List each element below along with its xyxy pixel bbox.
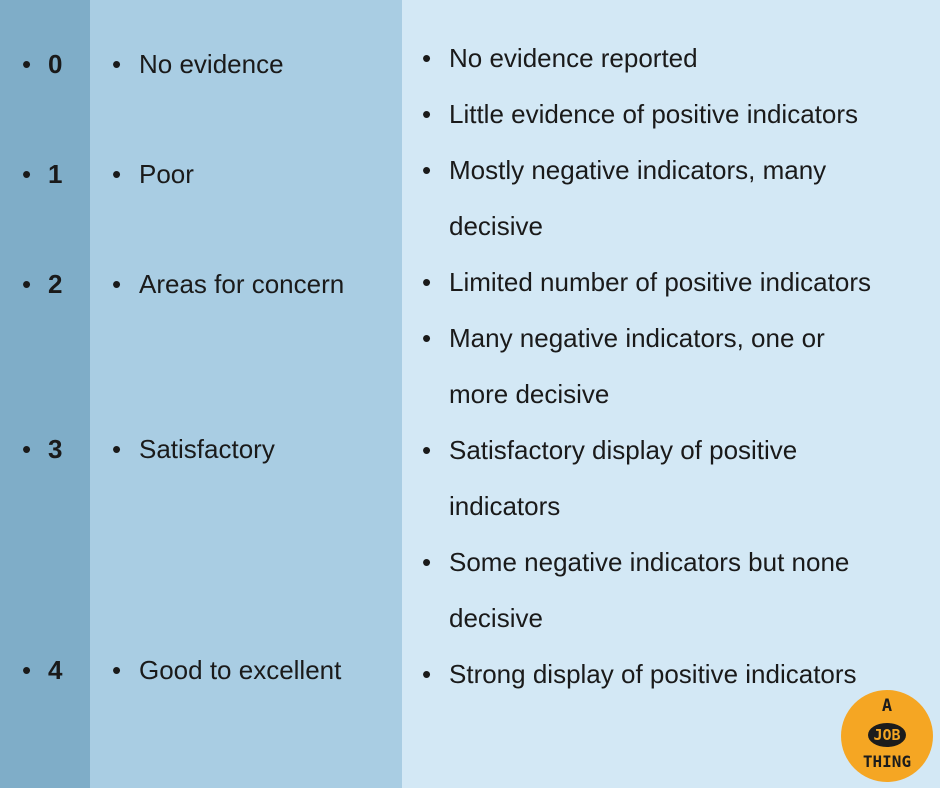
description-item: • Little evidence of positive indicators	[422, 86, 859, 142]
bullet-icon: •	[22, 159, 32, 189]
bullet-icon: •	[422, 267, 432, 297]
description-continuation: decisive	[449, 198, 543, 254]
description-text: Satisfactory display of positive	[449, 435, 798, 465]
description-item: • Limited number of positive indicators	[422, 254, 871, 310]
logo-line-2: JOB	[868, 723, 906, 747]
description-text: Some negative indicators but none	[449, 547, 850, 577]
description-text: decisive	[449, 211, 543, 241]
description-continuation: more decisive	[449, 366, 609, 422]
description-text: Limited number of positive indicators	[449, 267, 871, 297]
rating-label: Poor	[139, 159, 194, 189]
description-text: No evidence reported	[449, 43, 698, 73]
description-item: • No evidence reported	[422, 30, 698, 86]
bullet-icon: •	[112, 434, 122, 464]
score-value: 4	[48, 655, 63, 685]
bullet-icon: •	[112, 269, 122, 299]
rating-item: • Poor	[112, 146, 194, 202]
description-text: Many negative indicators, one or	[449, 323, 825, 353]
bullet-icon: •	[22, 434, 32, 464]
bullet-icon: •	[22, 269, 32, 299]
bullet-icon: •	[22, 49, 32, 79]
description-item: • Strong display of positive indicators	[422, 646, 857, 702]
description-text: decisive	[449, 603, 543, 633]
description-item: • Some negative indicators but none	[422, 534, 850, 590]
rating-item: • Areas for concern	[112, 256, 345, 312]
score-item: • 2	[22, 256, 63, 312]
description-item: • Mostly negative indicators, many	[422, 142, 827, 198]
description-text: Little evidence of positive indicators	[449, 99, 859, 129]
description-continuation: indicators	[449, 478, 560, 534]
rating-item: • No evidence	[112, 36, 284, 92]
bullet-icon: •	[422, 323, 432, 353]
rating-item: • Good to excellent	[112, 642, 342, 698]
rating-label: Areas for concern	[139, 269, 345, 299]
score-value: 2	[48, 269, 63, 299]
bullet-icon: •	[422, 435, 432, 465]
bullet-icon: •	[422, 155, 432, 185]
logo-line-1: A	[881, 696, 893, 716]
score-value: 0	[48, 49, 63, 79]
description-text: indicators	[449, 491, 561, 521]
score-item: • 3	[22, 421, 63, 477]
description-item: • Satisfactory display of positive	[422, 422, 798, 478]
rating-label: Satisfactory	[139, 434, 275, 464]
score-item: • 4	[22, 642, 63, 698]
logo-line-3: THING	[862, 752, 912, 771]
description-text: Strong display of positive indicators	[449, 659, 857, 689]
score-value: 1	[48, 159, 63, 189]
bullet-icon: •	[422, 547, 432, 577]
bullet-icon: •	[22, 655, 32, 685]
description-text: Mostly negative indicators, many	[449, 155, 827, 185]
score-item: • 1	[22, 146, 63, 202]
bullet-icon: •	[422, 659, 432, 689]
score-column	[0, 0, 90, 788]
bullet-icon: •	[422, 43, 432, 73]
rating-label: Good to excellent	[139, 655, 342, 685]
score-value: 3	[48, 434, 63, 464]
score-item: • 0	[22, 36, 63, 92]
description-column	[402, 0, 940, 788]
description-text: more decisive	[449, 379, 610, 409]
bullet-icon: •	[112, 655, 122, 685]
rating-item: • Satisfactory	[112, 421, 275, 477]
rating-label: No evidence	[139, 49, 284, 79]
bullet-icon: •	[422, 99, 432, 129]
description-item: • Many negative indicators, one or	[422, 310, 825, 366]
rating-column	[90, 0, 402, 788]
bullet-icon: •	[112, 159, 122, 189]
description-continuation: decisive	[449, 590, 543, 646]
a-job-thing-logo: A JOB THING	[841, 690, 933, 782]
bullet-icon: •	[112, 49, 122, 79]
